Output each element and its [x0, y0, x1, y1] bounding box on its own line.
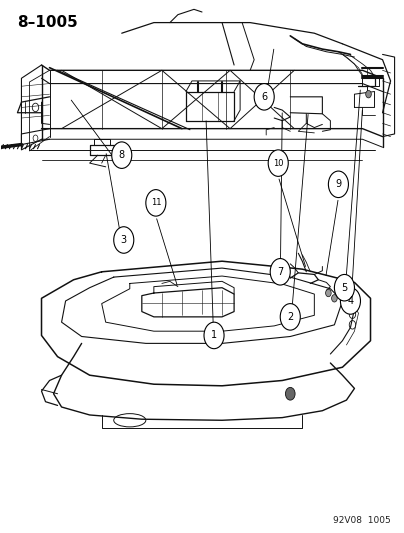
Text: 1: 1 [211, 330, 217, 341]
Text: 2: 2 [287, 312, 293, 322]
Circle shape [326, 289, 331, 297]
Text: 10: 10 [273, 159, 284, 167]
Circle shape [335, 274, 354, 301]
Circle shape [341, 288, 360, 314]
Text: 5: 5 [341, 282, 347, 293]
Text: 8: 8 [119, 150, 125, 160]
Circle shape [280, 304, 300, 330]
Circle shape [112, 142, 132, 168]
Text: 9: 9 [335, 179, 341, 189]
Text: 7: 7 [277, 267, 283, 277]
Circle shape [328, 171, 348, 198]
Circle shape [332, 295, 337, 302]
Text: 11: 11 [151, 198, 161, 207]
Text: 6: 6 [261, 92, 267, 102]
Text: 92V08  1005: 92V08 1005 [333, 516, 391, 525]
Circle shape [270, 259, 290, 285]
Circle shape [114, 227, 134, 253]
Text: 8–1005: 8–1005 [17, 14, 78, 30]
Circle shape [254, 84, 274, 110]
Text: 3: 3 [121, 235, 127, 245]
Circle shape [366, 91, 371, 98]
Circle shape [204, 322, 224, 349]
Circle shape [286, 387, 295, 400]
Text: 4: 4 [347, 296, 354, 306]
Circle shape [268, 150, 288, 176]
Circle shape [146, 190, 166, 216]
